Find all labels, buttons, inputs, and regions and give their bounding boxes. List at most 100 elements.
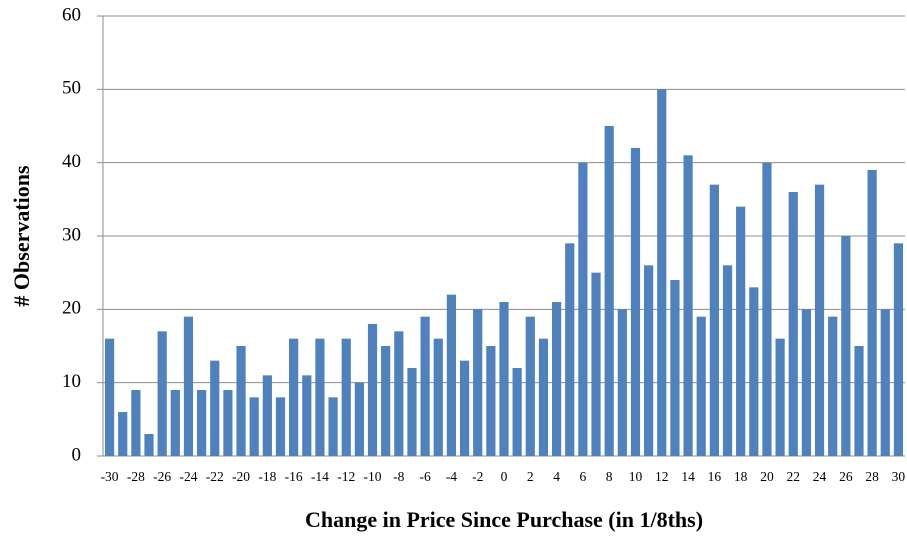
- bar: [394, 331, 404, 456]
- bar: [289, 338, 299, 456]
- bar: [328, 397, 338, 456]
- bar: [118, 412, 128, 456]
- bar: [407, 368, 417, 456]
- x-tick-label: -22: [206, 469, 224, 484]
- bar: [551, 302, 562, 456]
- bar: [841, 236, 851, 456]
- bar: [617, 309, 627, 456]
- x-tick-label: 26: [839, 469, 853, 484]
- bar: [630, 148, 641, 456]
- y-tick-label: 0: [72, 444, 82, 465]
- bar: [670, 280, 680, 456]
- x-tick-label: -10: [364, 469, 382, 484]
- x-tick-label: -18: [258, 469, 276, 484]
- bar: [236, 346, 246, 456]
- bar: [157, 331, 167, 456]
- bar: [525, 316, 535, 456]
- bar: [131, 390, 141, 456]
- x-tick-label: -4: [446, 469, 457, 484]
- x-axis-title: Change in Price Since Purchase (in 1/8th…: [305, 507, 703, 532]
- x-tick-label: -16: [285, 469, 303, 484]
- x-tick-label: 16: [708, 469, 722, 484]
- bar: [144, 434, 154, 456]
- x-tick-label: 0: [501, 469, 508, 484]
- x-tick-label: 28: [865, 469, 879, 484]
- bar: [696, 316, 706, 456]
- bar: [828, 316, 838, 456]
- y-tick-label: 60: [62, 4, 81, 25]
- y-tick-label: 40: [62, 151, 81, 172]
- bar: [486, 346, 496, 456]
- x-tick-label: -14: [311, 469, 329, 484]
- bar: [302, 375, 312, 456]
- bar: [644, 265, 654, 456]
- bar: [538, 338, 549, 456]
- bar: [315, 338, 325, 456]
- bar: [446, 294, 457, 456]
- bar: [354, 382, 364, 456]
- x-tick-label: -8: [393, 469, 404, 484]
- x-tick-label: -6: [419, 469, 430, 484]
- x-tick-label: 10: [629, 469, 643, 484]
- y-tick-label: 30: [62, 224, 81, 245]
- bar: [197, 390, 207, 456]
- x-tick-label: -12: [337, 469, 355, 484]
- x-tick-label: 12: [655, 469, 669, 484]
- bar: [249, 397, 259, 456]
- bar: [420, 316, 430, 456]
- y-tick-label: 50: [62, 78, 81, 99]
- bar: [578, 162, 588, 456]
- bar: [854, 346, 864, 456]
- x-tick-label: 30: [892, 469, 906, 484]
- y-tick-label: 20: [62, 298, 81, 319]
- bar: [459, 360, 470, 456]
- bar: [381, 346, 391, 456]
- y-tick-label: 10: [62, 371, 81, 392]
- x-tick-label: -30: [101, 469, 119, 484]
- bar: [604, 126, 614, 456]
- bar: [433, 338, 443, 456]
- bar: [223, 390, 233, 456]
- y-axis-title: # Observations: [9, 165, 34, 307]
- bar: [657, 89, 667, 456]
- bar: [512, 368, 522, 456]
- bar: [801, 309, 811, 456]
- bar: [880, 309, 890, 456]
- bar: [170, 390, 180, 456]
- bar: [775, 338, 785, 456]
- bar: [867, 170, 877, 456]
- x-tick-label: -26: [153, 469, 171, 484]
- x-tick-label: -2: [472, 469, 483, 484]
- x-tick-label: 14: [681, 469, 695, 484]
- x-tick-label: 2: [527, 469, 534, 484]
- bar: [762, 162, 772, 456]
- x-tick-label: 22: [786, 469, 800, 484]
- x-tick-label: 24: [813, 469, 827, 484]
- bar: [722, 265, 733, 456]
- bar: [275, 397, 286, 456]
- bar: [709, 184, 719, 456]
- bar: [749, 287, 759, 456]
- bar: [367, 324, 378, 456]
- bar: [893, 243, 904, 456]
- x-tick-label: -20: [232, 469, 250, 484]
- x-tick-label: 20: [760, 469, 774, 484]
- x-tick-label: -28: [127, 469, 145, 484]
- x-tick-label: 4: [553, 469, 560, 484]
- bar: [473, 309, 483, 456]
- bar: [565, 243, 575, 456]
- bar: [183, 316, 194, 456]
- bar: [499, 302, 509, 456]
- bar: [814, 184, 825, 456]
- bar: [788, 192, 798, 456]
- bar: [341, 338, 351, 456]
- x-tick-label: 18: [734, 469, 748, 484]
- bar: [591, 272, 601, 456]
- bar: [683, 155, 693, 457]
- bar: [736, 206, 746, 456]
- bar: [104, 338, 115, 456]
- x-tick-label: 8: [606, 469, 613, 484]
- bar: [210, 360, 220, 456]
- x-tick-label: 6: [580, 469, 587, 484]
